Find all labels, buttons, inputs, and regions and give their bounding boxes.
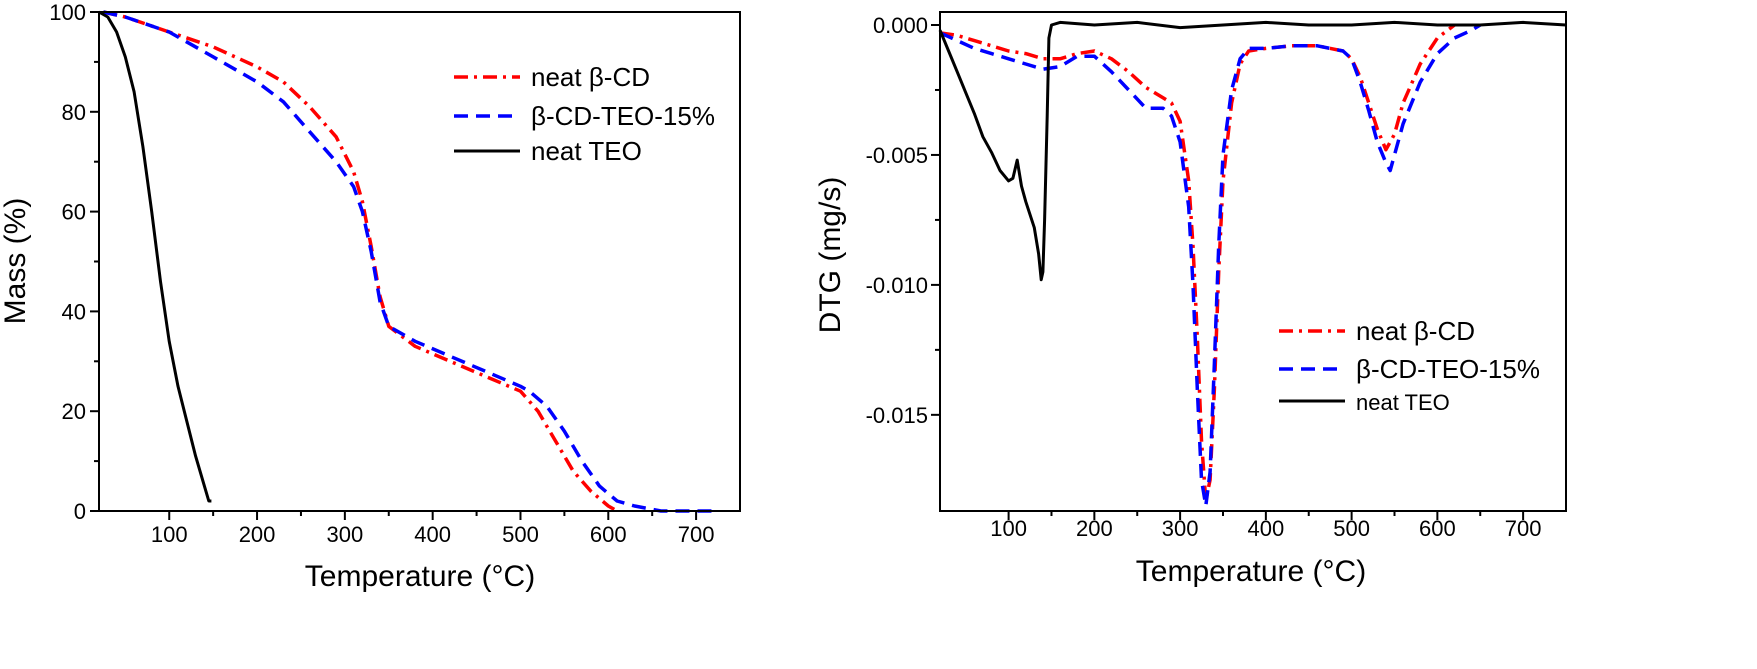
mass-y-tick-label: 80	[62, 100, 86, 125]
mass-x-tick-label: 100	[151, 522, 188, 547]
dtg-ticks-group: 100 200 300 400 500 600 700 0.000 -0.005 -0.010 -0…	[866, 13, 1542, 541]
dtg-x-tick-label: 500	[1333, 516, 1370, 541]
mass-x-axis-title: Temperature (°C)	[305, 560, 535, 593]
mass-legend: neat β-CD β-CD-TEO-15% neat TEO	[454, 62, 715, 166]
dtg-x-tick-label: 400	[1248, 516, 1285, 541]
dtg-series-beta-cd	[939, 23, 1456, 503]
mass-y-tick-label: 40	[62, 299, 86, 324]
dtg-y-tick-label: 0.000	[873, 13, 928, 38]
dtg-x-axis-title: Temperature (°C)	[1136, 555, 1366, 588]
dtg-y-tick-label: -0.010	[866, 273, 928, 298]
dtg-y-tick-label: -0.005	[866, 143, 928, 168]
mass-legend-label-beta-cd: neat β-CD	[531, 62, 650, 92]
mass-legend-label-teo: neat TEO	[531, 136, 642, 166]
dtg-legend-label-teo: neat TEO	[1356, 390, 1450, 415]
dtg-plot-frame	[939, 11, 1567, 512]
mass-panel: 100 200 300 400 500 600 700 0 20 40 60 80 100 Temper…	[0, 0, 741, 593]
dtg-x-tick-label: 200	[1076, 516, 1113, 541]
mass-y-axis-title: Mass (%)	[0, 198, 32, 325]
dtg-legend: neat β-CD β-CD-TEO-15% neat TEO	[1279, 316, 1540, 415]
mass-series-beta-cd-teo	[103, 10, 714, 513]
mass-y-tick-label: 20	[62, 399, 86, 424]
dtg-series-teo	[938, 20, 1567, 282]
dtg-x-tick-label: 300	[1162, 516, 1199, 541]
mass-x-tick-label: 200	[239, 522, 276, 547]
dtg-x-tick-label: 100	[990, 516, 1027, 541]
dtg-legend-label-beta-cd-teo: β-CD-TEO-15%	[1356, 354, 1540, 384]
mass-series-teo	[98, 10, 212, 503]
mass-x-tick-label: 300	[327, 522, 364, 547]
dtg-y-axis-title: DTG (mg/s)	[814, 177, 847, 334]
dtg-x-tick-label: 600	[1419, 516, 1456, 541]
mass-y-tick-label: 60	[62, 200, 86, 225]
dtg-legend-label-beta-cd: neat β-CD	[1356, 316, 1475, 346]
mass-y-tick-label: 100	[49, 0, 86, 25]
mass-legend-label-beta-cd-teo: β-CD-TEO-15%	[531, 101, 715, 131]
dtg-series-group	[938, 20, 1567, 508]
mass-y-tick-label: 0	[74, 499, 86, 524]
mass-ticks-group: 100 200 300 400 500 600 700 0 20 40 60 80 100	[49, 0, 714, 547]
mass-x-tick-label: 700	[678, 522, 715, 547]
dtg-panel: 100 200 300 400 500 600 700 0.000 -0.005 -0.010 -0…	[814, 11, 1567, 588]
dtg-x-tick-label: 700	[1505, 516, 1542, 541]
mass-series-group	[98, 10, 714, 513]
mass-x-tick-label: 400	[414, 522, 451, 547]
dtg-series-beta-cd-teo	[939, 23, 1482, 508]
dtg-y-tick-label: -0.015	[866, 403, 928, 428]
mass-x-tick-label: 600	[590, 522, 627, 547]
mass-x-tick-label: 500	[502, 522, 539, 547]
